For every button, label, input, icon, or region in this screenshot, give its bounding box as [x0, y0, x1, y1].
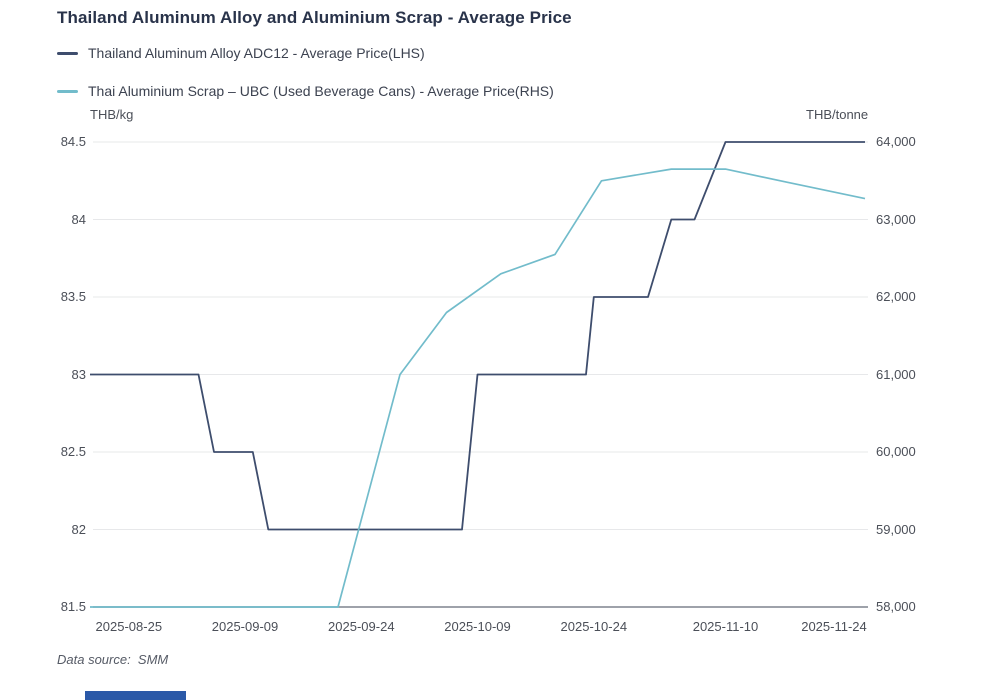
legend-label-ubc: Thai Aluminium Scrap – UBC (Used Beverag… — [88, 83, 554, 99]
y-axis-left-tick: 83.5 — [60, 289, 86, 304]
y-axis-left-tick: 83 — [71, 366, 86, 382]
data-source-note: Data source: SMM — [57, 652, 169, 667]
x-axis-tick: 2025-11-10 — [692, 619, 759, 634]
left-axis-unit: THB/kg — [90, 107, 134, 122]
y-axis-left-tick: 84 — [71, 211, 86, 227]
y-axis-right-tick: 63,000 — [876, 211, 916, 227]
right-axis-unit: THB/tonne — [806, 107, 869, 122]
legend-label-adc12: Thailand Aluminum Alloy ADC12 - Average … — [88, 45, 425, 61]
x-axis-tick: 2025-09-09 — [211, 619, 279, 634]
x-axis-tick: 2025-10-09 — [444, 619, 511, 634]
legend-item-ubc: Thai Aluminium Scrap – UBC (Used Beverag… — [57, 83, 554, 99]
x-axis-tick: 2025-10-24 — [560, 619, 628, 634]
y-axis-right-tick: 58,000 — [876, 599, 916, 614]
legend-line-swatch-ubc — [57, 89, 78, 93]
y-axis-left-tick: 81.5 — [60, 599, 86, 614]
y-axis-right-tick: 60,000 — [876, 444, 916, 459]
y-axis-right-tick: 61,000 — [876, 366, 916, 382]
legend-item-adc12: Thailand Aluminum Alloy ADC12 - Average … — [57, 45, 425, 61]
x-axis-tick: 2025-09-24 — [328, 619, 395, 634]
y-axis-right-tick: 64,000 — [876, 134, 916, 149]
series-line-adc12 — [90, 141, 865, 531]
bottom-accent-bar — [85, 691, 186, 700]
y-axis-right-tick: 59,000 — [876, 521, 916, 537]
chart-title: Thailand Aluminum Alloy and Aluminium Sc… — [57, 8, 572, 27]
x-axis-tick: 2025-08-25 — [95, 619, 163, 634]
y-axis-left-tick: 82.5 — [60, 444, 86, 459]
x-axis-tick: 2025-11-24 — [801, 619, 867, 634]
y-axis-left-tick: 84.5 — [60, 134, 86, 149]
y-axis-left-tick: 82 — [71, 521, 86, 537]
y-axis-right-tick: 62,000 — [876, 289, 916, 304]
series-line-ubc — [90, 168, 866, 608]
legend-line-swatch-adc12 — [57, 51, 78, 55]
